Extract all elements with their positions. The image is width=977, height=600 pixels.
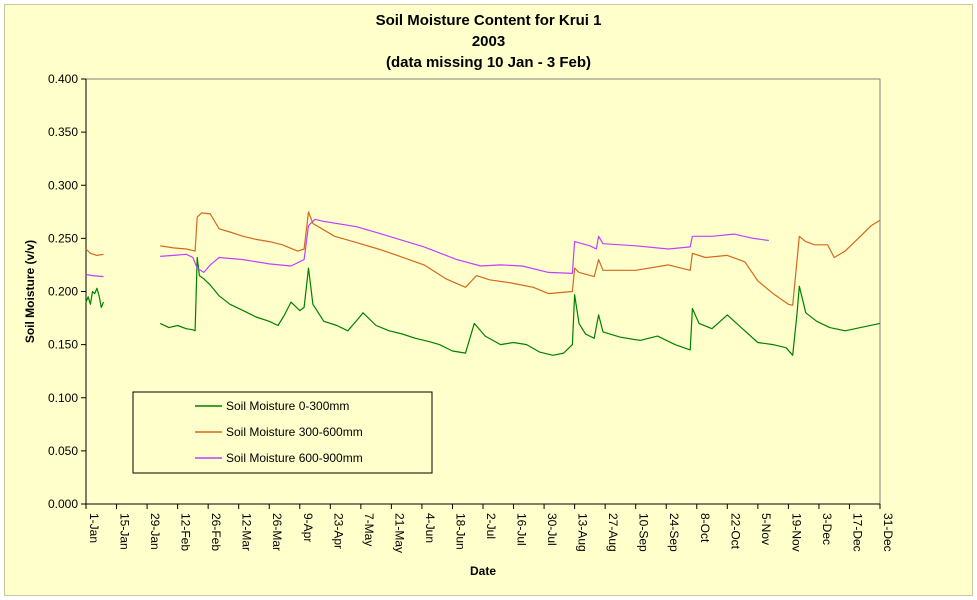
y-tick-label: 0.100 [48,391,78,405]
legend-box [132,391,433,474]
y-axis-title: Soil Moisture (v/v) [23,240,37,343]
y-tick-label: 0.250 [48,231,78,245]
x-tick-label: 12-Mar [240,513,254,551]
x-tick-label: 1-Jan [87,513,101,543]
x-tick-label: 29-Jan [148,513,162,550]
x-tick-label: 26-Mar [270,513,284,551]
series-line-0-300 [85,287,105,308]
x-tick-label: 15-Jan [118,513,132,550]
x-tick-label: 21-May [392,513,406,553]
x-tick-label: 18-Jun [453,513,467,550]
y-tick-label: 0.300 [48,178,78,192]
x-tick-label: 3-Dec [820,513,834,545]
x-tick-label: 8-Oct [698,513,712,543]
series-line-300-600 [85,248,104,256]
series-line-600-900 [160,218,769,274]
x-tick-label: 16-Jul [515,513,529,546]
x-tick-label: 26-Feb [209,513,223,551]
legend-label-600-900: Soil Moisture 600-900mm [226,451,363,465]
x-tick-label: 24-Sep [667,513,681,552]
x-tick-label: 19-Nov [789,513,803,552]
x-tick-label: 10-Sep [637,513,651,552]
x-tick-label: 31-Dec [881,513,895,552]
series-line-0-300 [159,256,881,356]
x-tick-label: 7-May [362,513,376,546]
x-tick-label: 17-Dec [850,513,864,552]
y-tick-label: 0.150 [48,338,78,352]
x-tick-label: 4-Jun [423,513,437,543]
x-axis-title: Date [470,564,496,578]
chart-title-line-3: (data missing 10 Jan - 3 Feb) [385,54,592,71]
x-tick-label: 30-Jul [545,513,559,546]
legend-label-300-600: Soil Moisture 300-600mm [226,425,363,439]
y-tick-label: 0.050 [48,444,78,458]
chart-title-line-2: 2003 [471,33,506,50]
x-tick-label: 13-Aug [576,513,590,552]
x-tick-label: 9-Apr [301,513,315,542]
legend-label-0-300: Soil Moisture 0-300mm [226,399,349,413]
y-tick-label: 0.000 [48,497,78,511]
series-line-300-600 [160,211,881,306]
x-tick-label: 23-Apr [331,513,345,549]
y-tick-label: 0.350 [48,125,78,139]
x-tick-label: 27-Aug [606,513,620,552]
y-tick-label: 0.200 [48,285,78,299]
x-tick-label: 5-Nov [759,513,773,545]
x-tick-label: 2-Jul [484,513,498,539]
series-line-600-900 [85,273,104,278]
x-tick-label: 12-Feb [179,513,193,551]
x-tick-label: 22-Oct [728,513,742,550]
chart-title-line-1: Soil Moisture Content for Krui 1 [375,12,602,29]
y-tick-label: 0.400 [48,72,78,86]
